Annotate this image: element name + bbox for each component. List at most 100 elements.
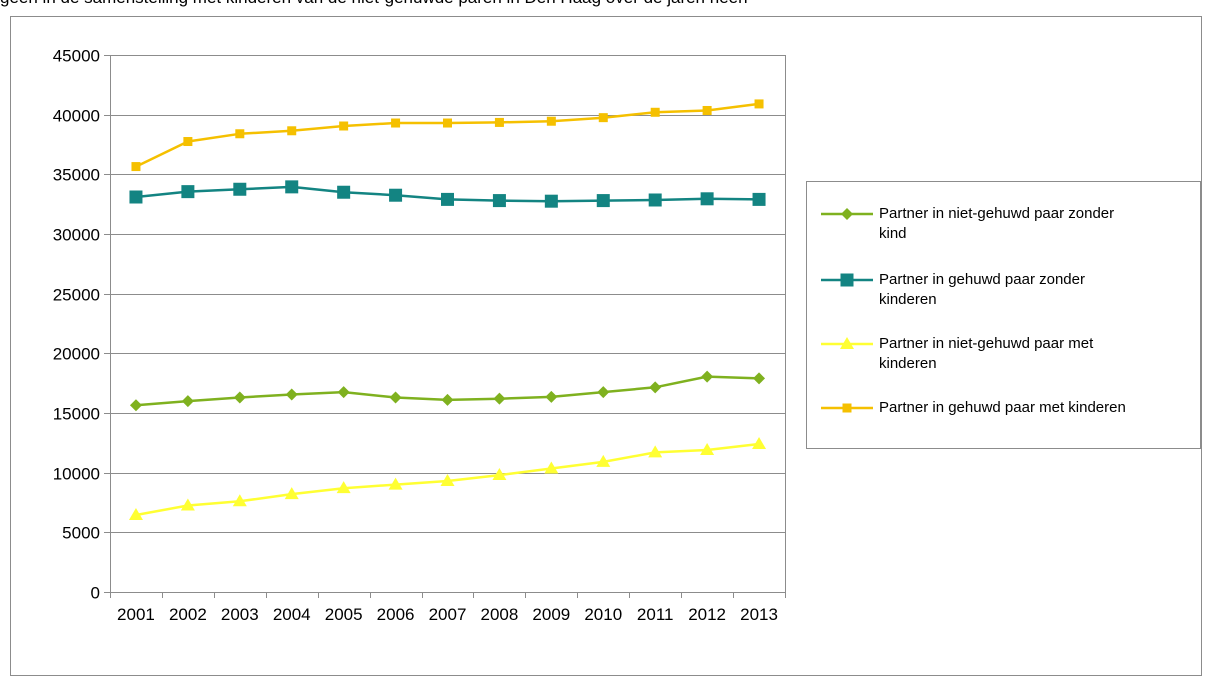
data-point-triangle <box>440 474 455 487</box>
data-point-diamond <box>597 386 610 399</box>
data-point-diamond <box>129 399 142 412</box>
legend-swatch-series-3 <box>821 337 873 349</box>
y-tick-label: 25000 <box>53 286 100 305</box>
data-point-square <box>391 118 401 128</box>
legend-label-series-4: Partner in gehuwd paar met kinderen <box>879 398 1199 418</box>
data-point-square <box>339 121 349 131</box>
y-tick-label: 30000 <box>53 226 100 245</box>
data-point-square <box>840 273 854 287</box>
data-point-diamond <box>841 208 853 220</box>
x-tick-label: 2013 <box>740 605 778 624</box>
legend-item-series-1: Partner in niet-gehuwd paar zonder kind <box>819 204 1199 252</box>
data-point-square <box>285 180 299 194</box>
series-line <box>135 102 760 168</box>
legend: Partner in niet-gehuwd paar zonder kind … <box>806 181 1201 449</box>
x-tick-labels: 2001 2002 2003 2004 2005 2006 2007 2008 2009 2010… <box>117 605 778 624</box>
data-point-square <box>389 188 403 202</box>
data-point-square <box>287 126 297 136</box>
data-point-triangle <box>700 442 715 455</box>
data-point-triangle <box>128 508 143 521</box>
legend-label-series-1: Partner in niet-gehuwd paar zonder kind <box>879 204 1199 244</box>
legend-swatch-series-4 <box>821 403 873 413</box>
data-point-triangle <box>388 477 403 490</box>
legend-label-line: Partner in niet-gehuwd paar zonder <box>879 205 1115 222</box>
y-tick-labels: 0 5000 10000 15000 20000 25000 30000 35000 40000… <box>53 47 100 603</box>
data-point-square <box>129 190 143 204</box>
data-point-square <box>546 116 556 126</box>
data-point-triangle <box>232 494 247 507</box>
data-point-diamond <box>285 388 298 401</box>
data-point-triangle <box>336 481 351 494</box>
data-point-square <box>544 194 558 208</box>
series-2 <box>129 180 766 208</box>
y-tick-label: 40000 <box>53 107 100 126</box>
x-tick-label: 2007 <box>429 605 467 624</box>
y-tick-label: 15000 <box>53 405 100 424</box>
y-tick-label: 20000 <box>53 345 100 364</box>
x-tick-label: 2001 <box>117 605 155 624</box>
data-point-triangle <box>284 487 299 500</box>
legend-label-series-2: Partner in gehuwd paar zonder kinderen <box>879 270 1199 310</box>
legend-item-series-4: Partner in gehuwd paar met kinderen <box>819 398 1199 446</box>
legend-swatch-series-1 <box>821 208 873 220</box>
legend-label-line: Partner in gehuwd paar met kinderen <box>879 399 1126 416</box>
series-1 <box>129 370 766 412</box>
data-point-square <box>181 185 195 199</box>
data-point-square <box>492 194 506 208</box>
data-point-square <box>443 118 452 128</box>
data-point-square <box>752 192 766 206</box>
data-point-diamond <box>545 390 558 403</box>
data-point-square <box>842 403 852 413</box>
x-tick-label: 2010 <box>584 605 622 624</box>
data-point-square <box>648 193 662 207</box>
data-point-square <box>233 182 247 196</box>
clipped-caption-text: geen in de samenstelling met kinderen va… <box>0 0 1208 8</box>
data-point-triangle <box>180 498 195 511</box>
data-point-square <box>494 117 504 127</box>
y-tick-label: 45000 <box>53 47 100 66</box>
data-point-square <box>702 105 712 115</box>
data-point-triangle <box>752 437 767 450</box>
data-point-diamond <box>753 372 766 385</box>
data-point-square <box>700 192 714 206</box>
legend-label-line: Partner in niet-gehuwd paar met <box>879 335 1094 352</box>
legend-label-line: kind <box>879 225 907 242</box>
gridlines <box>110 55 785 533</box>
data-point-diamond <box>701 370 714 383</box>
series-3 <box>128 437 767 521</box>
data-point-diamond <box>233 391 246 404</box>
legend-label-line: Partner in gehuwd paar zonder <box>879 271 1085 288</box>
x-tick-label: 2011 <box>637 605 674 624</box>
series-4 <box>131 99 764 172</box>
series-lines <box>128 99 767 521</box>
x-tick-label: 2006 <box>377 605 415 624</box>
y-tick-label: 0 <box>91 584 100 603</box>
data-point-square <box>754 99 764 109</box>
data-point-triangle <box>840 337 854 349</box>
axes <box>104 55 786 598</box>
data-point-triangle <box>492 468 507 481</box>
x-tick-label: 2003 <box>221 605 259 624</box>
data-point-triangle <box>648 445 663 458</box>
data-point-diamond <box>389 391 402 404</box>
data-point-square <box>183 137 193 147</box>
data-point-square <box>235 129 245 139</box>
y-tick-label: 5000 <box>62 524 100 543</box>
x-tick-label: 2002 <box>169 605 207 624</box>
data-point-diamond <box>493 392 506 405</box>
data-point-diamond <box>181 395 194 408</box>
data-point-square <box>337 185 351 199</box>
data-point-triangle <box>596 454 611 467</box>
x-tick-label: 2004 <box>273 605 311 624</box>
y-tick-label: 10000 <box>53 465 100 484</box>
legend-label-line: kinderen <box>879 291 937 308</box>
x-tick-label: 2008 <box>481 605 519 624</box>
y-tick-label: 35000 <box>53 166 100 185</box>
x-tick-label: 2009 <box>532 605 570 624</box>
legend-label-series-3: Partner in niet-gehuwd paar met kinderen <box>879 334 1199 374</box>
data-point-square <box>131 162 141 172</box>
data-point-diamond <box>649 381 662 394</box>
data-point-square <box>596 194 610 208</box>
data-point-triangle <box>544 461 559 474</box>
